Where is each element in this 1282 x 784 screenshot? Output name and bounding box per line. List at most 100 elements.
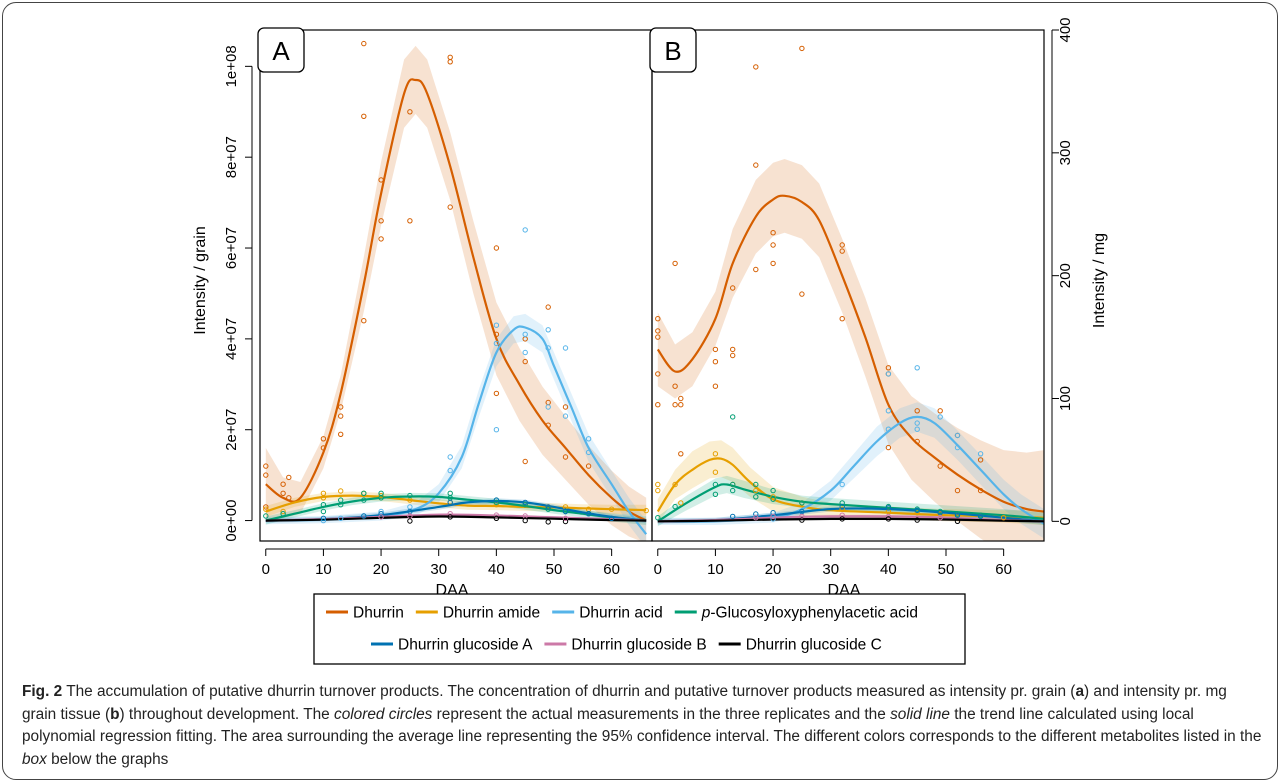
point-dhurrin: [753, 266, 759, 273]
point-dhurrin: [678, 395, 684, 402]
point-dhurrin-amide: [643, 507, 649, 514]
point-dhurrin-acid: [447, 454, 453, 460]
point-p-glucosyloxyphenylacetic-acid: [493, 499, 500, 506]
point-p-glucosyloxyphenylacetic-acid: [338, 502, 344, 508]
point-dhurrin: [493, 390, 500, 397]
point-dhurrin-acid: [562, 345, 569, 351]
point-p-glucosyloxyphenylacetic-acid: [712, 491, 719, 497]
point-dhurrin-glucoside-a: [753, 511, 759, 517]
point-dhurrin: [361, 40, 367, 47]
point-dhurrin-glucoside-a: [770, 510, 776, 516]
point-dhurrin: [655, 334, 661, 340]
point-dhurrin-glucoside-b: [447, 511, 453, 517]
point-dhurrin: [672, 260, 678, 267]
point-dhurrin: [280, 481, 286, 487]
point-dhurrin: [885, 444, 892, 451]
point-dhurrin-glucoside-c: [885, 516, 892, 522]
point-dhurrin: [263, 472, 269, 478]
plot-area-b: [655, 45, 1044, 541]
plot-area-a: [263, 40, 649, 541]
point-dhurrin-glucoside-a: [493, 497, 500, 503]
caption-text-4: represent the actual measurements in the…: [432, 705, 891, 723]
point-dhurrin: [338, 413, 344, 419]
point-dhurrin-acid: [914, 426, 920, 432]
x-tick-label: 60: [995, 561, 1012, 578]
point-dhurrin: [799, 291, 805, 297]
legend-label-dhurrin-acid: Dhurrin acid: [579, 605, 663, 622]
point-dhurrin-glucoside-a: [608, 515, 615, 521]
point-dhurrin-acid: [338, 515, 344, 521]
point-p-glucosyloxyphenylacetic-acid: [263, 513, 269, 519]
point-dhurrin: [712, 359, 719, 365]
point-dhurrin: [954, 487, 961, 494]
point-dhurrin: [545, 422, 551, 428]
point-dhurrin-amide: [753, 487, 759, 494]
caption-em-3: box: [22, 750, 47, 768]
point-dhurrin-acid: [954, 444, 961, 451]
point-dhurrin: [447, 59, 453, 65]
point-dhurrin: [712, 383, 719, 389]
point-dhurrin-acid: [522, 349, 528, 356]
y-tick-label: 6e+07: [223, 227, 240, 269]
point-dhurrin: [522, 458, 528, 465]
point-dhurrin-glucoside-c: [522, 517, 528, 524]
point-dhurrin: [280, 490, 286, 496]
legend-label-dhurrin-glucoside-b: Dhurrin glucoside B: [571, 637, 706, 654]
point-dhurrin-acid: [378, 508, 384, 515]
point-dhurrin-amide: [320, 495, 327, 501]
legend-label-p-glucosyloxyphenylacetic-acid: p-Glucosyloxyphenylacetic acid: [701, 605, 918, 622]
point-dhurrin-glucoside-c: [562, 518, 569, 525]
panel-a: 0 10 20 30 40 50 60DAA0e+002e+074e+076e+078e+0…: [192, 27, 653, 599]
point-dhurrin-glucoside-b: [493, 512, 500, 518]
band-dhurrin: [265, 45, 647, 541]
caption-text-3: ) throughout development. The: [119, 705, 334, 723]
legend-box: [313, 593, 966, 665]
point-dhurrin-acid: [885, 408, 892, 414]
point-dhurrin: [286, 474, 292, 481]
point-dhurrin: [770, 230, 776, 236]
point-dhurrin: [493, 245, 500, 251]
point-dhurrin-glucoside-c: [799, 517, 805, 523]
point-dhurrin-amide: [914, 510, 920, 516]
point-dhurrin-glucoside-c: [954, 518, 961, 524]
point-dhurrin: [361, 113, 367, 120]
point-dhurrin-glucoside-a: [799, 508, 805, 515]
point-dhurrin-amide: [1000, 515, 1007, 521]
point-dhurrin-acid: [522, 331, 528, 337]
caption-em-2: solid line: [890, 705, 950, 723]
point-dhurrin-acid: [522, 227, 528, 233]
point-p-glucosyloxyphenylacetic-acid: [730, 414, 736, 420]
point-dhurrin: [914, 408, 920, 414]
point-dhurrin: [263, 504, 269, 510]
point-dhurrin: [447, 54, 453, 60]
point-dhurrin: [839, 242, 845, 248]
legend-label-rest: -Glucosyloxyphenylacetic acid: [710, 605, 918, 622]
x-tick-label: 10: [315, 561, 332, 578]
point-dhurrin-acid: [937, 414, 943, 420]
point-p-glucosyloxyphenylacetic-acid: [753, 481, 759, 488]
point-dhurrin: [937, 463, 943, 469]
point-dhurrin-acid: [977, 451, 984, 457]
point-dhurrin: [655, 316, 661, 322]
point-p-glucosyloxyphenylacetic-acid: [378, 495, 384, 501]
point-dhurrin: [712, 346, 719, 353]
point-dhurrin-amide: [280, 508, 286, 515]
point-dhurrin: [730, 285, 736, 291]
point-dhurrin-acid: [545, 404, 551, 410]
point-dhurrin: [655, 328, 661, 334]
point-dhurrin: [977, 457, 984, 463]
point-dhurrin-amide: [712, 451, 719, 457]
point-dhurrin: [885, 365, 892, 371]
point-dhurrin-glucoside-a: [447, 499, 453, 506]
trend-line-p-glucosyloxyphenylacetic-acid: [265, 495, 647, 522]
y-tick-label: 8e+07: [223, 136, 240, 178]
point-p-glucosyloxyphenylacetic-acid: [799, 500, 805, 506]
trend-line-p-glucosyloxyphenylacetic-acid: [657, 483, 1044, 523]
point-dhurrin: [522, 358, 528, 365]
y-tick-label: 1e+08: [223, 45, 240, 87]
point-dhurrin-acid: [585, 436, 592, 442]
panel-letter: B: [664, 36, 681, 66]
point-dhurrin: [378, 218, 384, 224]
point-p-glucosyloxyphenylacetic-acid: [320, 502, 327, 508]
